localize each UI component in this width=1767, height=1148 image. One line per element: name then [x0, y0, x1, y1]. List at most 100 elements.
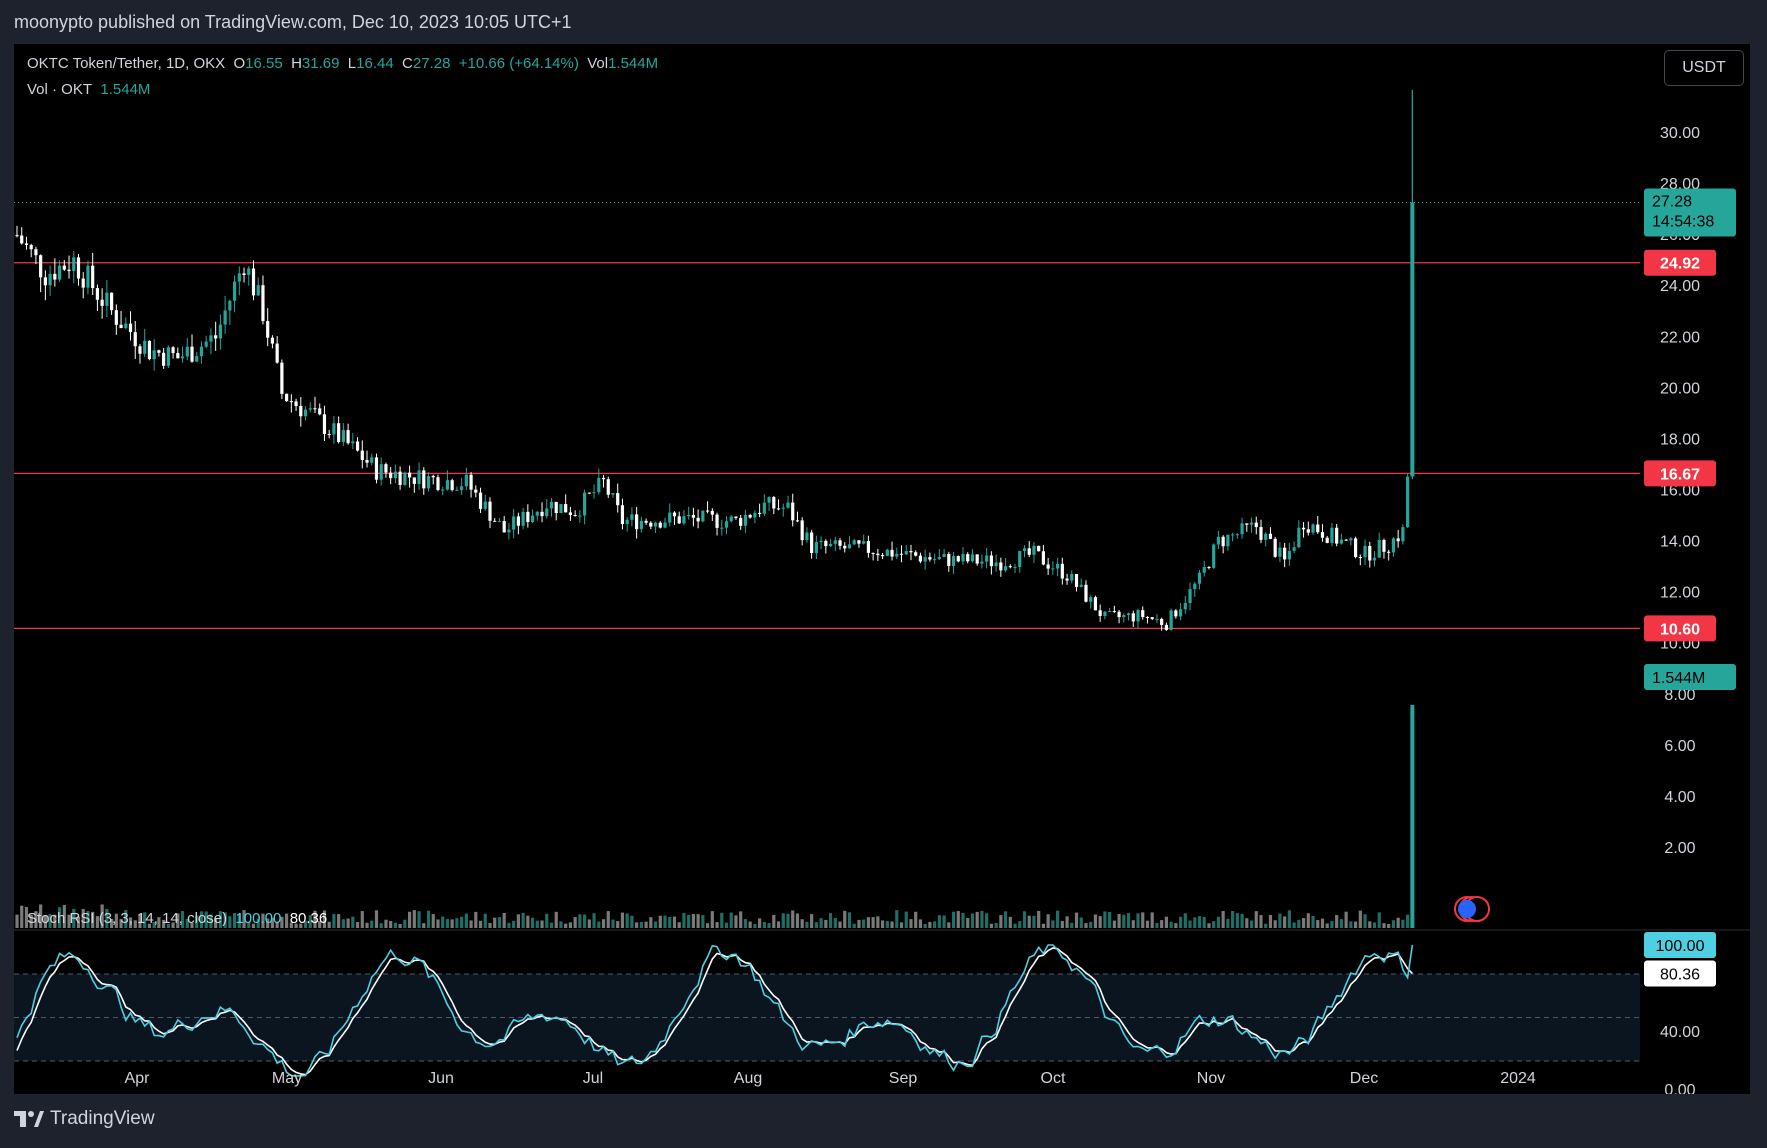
candle-body: [147, 340, 152, 360]
volume-bar: [966, 918, 970, 928]
candle-body: [1396, 538, 1400, 542]
volume-bar: [355, 922, 360, 928]
candle-body: [81, 278, 85, 288]
volume-bar: [360, 911, 364, 928]
volume-bar: [1339, 919, 1343, 928]
candle-body: [247, 268, 251, 275]
candle-body: [431, 476, 435, 478]
candle-body: [587, 492, 591, 494]
candle-body: [639, 520, 643, 530]
candle-body: [62, 265, 66, 270]
candle-body: [1235, 534, 1239, 536]
volume-bar: [185, 918, 189, 928]
candle-body: [1174, 610, 1178, 617]
volume-bar: [1325, 923, 1329, 928]
ohlc-legend: OKTC Token/Tether, 1D, OKX O16.55 H31.69…: [27, 55, 659, 72]
candle-body: [724, 521, 729, 528]
vol-value: 1.544M: [608, 55, 659, 72]
candle-body: [1164, 624, 1168, 630]
candle-body: [814, 542, 818, 554]
volume-bar: [86, 911, 90, 928]
time-axis[interactable]: Apr May Jun Jul Aug Sep Oct Nov Dec 2024: [125, 1070, 1536, 1087]
volume-bar: [34, 911, 38, 928]
candle-body: [1268, 533, 1273, 539]
time-tick-label: Oct: [1041, 1070, 1066, 1087]
volume-bar: [157, 917, 161, 928]
volume-bar: [474, 911, 478, 928]
symbol-title[interactable]: OKTC Token/Tether, 1D, OKX: [27, 55, 226, 72]
volume-bar: [133, 920, 137, 928]
candle-body: [1079, 584, 1083, 587]
volume-bar: [1330, 921, 1334, 928]
volume-bar: [672, 916, 677, 928]
candle-body: [332, 423, 336, 435]
candle-body: [847, 544, 852, 549]
volume-bar: [1117, 914, 1121, 928]
volume-bar: [1207, 923, 1211, 928]
publish-info: moonypto published on TradingView.com, D…: [14, 12, 572, 32]
time-tick-label: Apr: [125, 1070, 151, 1087]
candle-body: [1183, 602, 1187, 610]
candle-body: [1032, 545, 1036, 555]
candle-body: [677, 516, 681, 524]
volume-bar: [488, 923, 492, 928]
stoch-name[interactable]: Stoch RSI (3, 3, 14, 14, close): [27, 910, 228, 927]
candle-body: [1377, 539, 1381, 558]
stoch-d-tag: 80.36: [1660, 966, 1700, 983]
volume-bar: [928, 921, 932, 928]
price-tick-label: 6.00: [1664, 738, 1695, 755]
volume-bar: [327, 921, 331, 928]
currency-button[interactable]: USDT: [1664, 50, 1744, 86]
candle-body: [303, 409, 308, 417]
volume-bar: [1335, 915, 1339, 928]
volume-bar: [1292, 922, 1296, 928]
candle-body: [1387, 551, 1391, 553]
volume-bar: [1164, 916, 1168, 928]
candle-body: [86, 265, 90, 288]
candle-body: [989, 555, 993, 567]
candle-body: [1089, 597, 1093, 602]
candle-body: [1287, 550, 1291, 560]
candle-body: [1316, 524, 1320, 533]
volume-bar: [15, 914, 19, 928]
volume-bar: [1174, 923, 1178, 928]
candle-body: [549, 501, 554, 509]
volume-bar: [138, 914, 142, 928]
volume-bar: [810, 914, 814, 928]
volume-bar: [162, 919, 166, 928]
volume-bar: [1240, 913, 1244, 928]
candle-body: [1150, 617, 1154, 619]
volume-bar: [956, 911, 960, 928]
volume-series-name[interactable]: Vol · OKT: [27, 81, 93, 98]
candle-body: [838, 540, 842, 546]
candle-body: [1245, 523, 1249, 525]
volume-legend: Vol · OKT 1.544M: [27, 81, 150, 98]
volume-bar: [469, 920, 473, 928]
volume-bar: [545, 913, 549, 928]
candle-body: [819, 540, 823, 543]
candle-body: [526, 511, 530, 523]
volume-bar: [701, 915, 705, 928]
volume-bar: [266, 918, 270, 928]
volume-bar: [937, 915, 941, 928]
candle-body: [403, 472, 407, 485]
candle-body: [1098, 610, 1102, 617]
level-price-tag-bg: [1644, 460, 1716, 487]
volume-bar: [180, 910, 185, 928]
volume-bar: [445, 919, 450, 928]
candle-body: [124, 323, 128, 329]
volume-bar: [682, 912, 686, 928]
volume-bar: [1070, 922, 1074, 928]
candle-body: [767, 497, 771, 503]
candle-body: [53, 273, 57, 280]
volume-bar: [1216, 916, 1221, 928]
candle-body: [251, 268, 256, 296]
candle-body: [937, 557, 941, 560]
volume-bar: [346, 918, 350, 928]
tradingview-brand[interactable]: TradingView: [14, 1108, 155, 1130]
candle-body: [15, 235, 19, 237]
candle-body: [256, 285, 260, 296]
candle-body: [753, 512, 757, 518]
volume-bar: [422, 923, 426, 928]
